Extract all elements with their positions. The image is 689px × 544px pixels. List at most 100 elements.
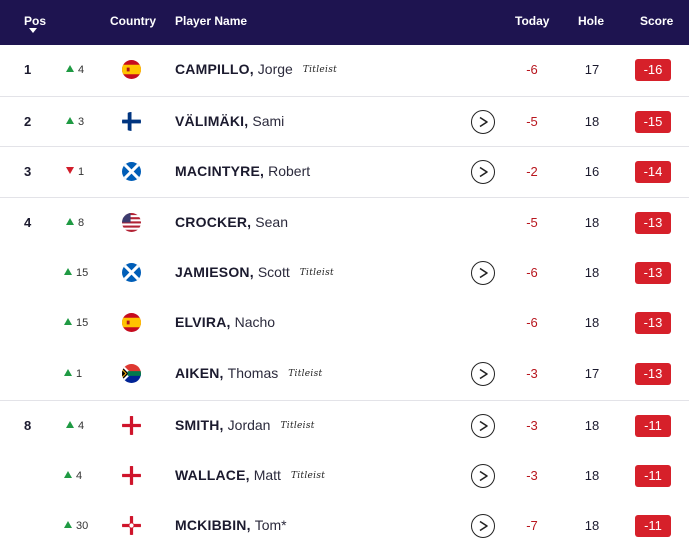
player-name-link[interactable]: ELVIRA, Nacho bbox=[175, 314, 275, 330]
player-first-name: Jorge bbox=[257, 61, 293, 77]
today-score: -5 bbox=[526, 215, 538, 231]
player-name-link[interactable]: CAMPILLO, Jorge Titleist bbox=[175, 61, 337, 77]
player-name-link[interactable]: VÄLIMÄKI, Sami bbox=[175, 113, 284, 129]
total-score-badge: -11 bbox=[635, 464, 671, 487]
table-row[interactable]: 1 AIKEN, Thomas Titleist -3 17 -13 bbox=[0, 349, 689, 400]
position-movement: 1 bbox=[64, 368, 82, 380]
play-video-button[interactable] bbox=[471, 160, 495, 185]
play-icon bbox=[479, 167, 488, 178]
position-movement: 15 bbox=[64, 317, 88, 329]
today-score: -3 bbox=[526, 417, 538, 433]
spain-flag-icon bbox=[122, 60, 141, 79]
table-row[interactable]: 8 4 SMITH, Jordan Titleist -3 18 -11 bbox=[0, 399, 689, 451]
sort-caret-icon[interactable] bbox=[29, 28, 37, 33]
position-movement: 4 bbox=[66, 420, 84, 432]
hole-number: 18 bbox=[584, 315, 600, 331]
today-score: -6 bbox=[526, 315, 538, 331]
position-movement: 3 bbox=[66, 116, 84, 128]
table-row[interactable]: 30 MCKIBBIN, Tom* -7 18 -11 bbox=[0, 501, 689, 544]
table-row[interactable]: 1 4 CAMPILLO, Jorge Titleist -6 17 -16 bbox=[0, 45, 689, 96]
movement-value: 4 bbox=[78, 64, 85, 76]
position-label: 1 bbox=[24, 62, 32, 77]
player-name-link[interactable]: WALLACE, Matt Titleist bbox=[175, 467, 325, 483]
player-first-name: Thomas bbox=[227, 365, 279, 382]
player-last-name: ELVIRA, bbox=[175, 314, 231, 331]
position-movement: 30 bbox=[64, 520, 88, 532]
arrow-up-icon bbox=[66, 65, 74, 72]
table-row[interactable]: 2 3 VÄLIMÄKI, Sami -5 18 -15 bbox=[0, 95, 689, 147]
hole-number: 18 bbox=[584, 417, 600, 433]
player-first-name: Matt bbox=[253, 466, 281, 483]
total-score-badge: -11 bbox=[635, 414, 671, 437]
scotland-flag-icon bbox=[122, 162, 141, 182]
movement-value: 3 bbox=[78, 115, 85, 128]
pos-column-header[interactable]: Pos bbox=[24, 14, 47, 33]
scotland-flag-icon bbox=[122, 262, 141, 282]
hole-number: 16 bbox=[584, 164, 600, 180]
player-column-header: Player Name bbox=[175, 14, 248, 28]
player-last-name: SMITH, bbox=[175, 416, 224, 433]
position-movement: 15 bbox=[64, 267, 88, 279]
finland-flag-icon bbox=[122, 111, 141, 131]
play-video-button[interactable] bbox=[471, 109, 495, 134]
play-video-button[interactable] bbox=[471, 260, 495, 285]
position-movement: 1 bbox=[66, 166, 84, 178]
movement-value: 8 bbox=[78, 217, 85, 230]
table-row[interactable]: 4 8 CROCKER, Sean -5 18 -13 bbox=[0, 197, 689, 248]
south-africa-flag-icon bbox=[122, 364, 141, 384]
table-row[interactable]: 4 WALLACE, Matt Titleist -3 18 -11 bbox=[0, 451, 689, 502]
play-video-button[interactable] bbox=[471, 362, 495, 387]
spain-flag-icon bbox=[122, 313, 141, 333]
player-last-name: VÄLIMÄKI, bbox=[175, 112, 249, 129]
hole-number: 18 bbox=[584, 215, 600, 231]
today-score: -5 bbox=[526, 113, 538, 129]
table-row[interactable]: 3 1 MACINTYRE, Robert -2 16 -14 bbox=[0, 146, 689, 197]
player-name-link[interactable]: JAMIESON, Scott Titleist bbox=[175, 264, 334, 280]
player-last-name: MACINTYRE, bbox=[175, 163, 265, 180]
table-row[interactable]: 15 JAMIESON, Scott Titleist -6 18 -13 bbox=[0, 248, 689, 299]
play-icon bbox=[479, 116, 488, 127]
player-name-link[interactable]: AIKEN, Thomas Titleist bbox=[175, 365, 322, 381]
hole-number: 17 bbox=[584, 366, 600, 382]
movement-value: 15 bbox=[76, 266, 89, 279]
play-video-button[interactable] bbox=[471, 463, 495, 488]
hole-number: 18 bbox=[584, 113, 600, 129]
play-icon bbox=[479, 521, 488, 532]
play-icon bbox=[479, 368, 488, 380]
movement-value: 1 bbox=[78, 166, 85, 179]
play-video-button[interactable] bbox=[471, 514, 495, 539]
player-last-name: CAMPILLO, bbox=[175, 61, 254, 77]
england-flag-icon bbox=[122, 415, 141, 435]
player-name-link[interactable]: MACINTYRE, Robert bbox=[175, 163, 310, 179]
play-video-button[interactable] bbox=[471, 413, 495, 438]
position-label: 8 bbox=[24, 417, 32, 433]
arrow-up-icon bbox=[64, 267, 72, 275]
player-name-link[interactable]: MCKIBBIN, Tom* bbox=[175, 517, 287, 533]
player-first-name: Nacho bbox=[234, 314, 276, 331]
player-name-link[interactable]: CROCKER, Sean bbox=[175, 214, 288, 230]
total-score-badge: -16 bbox=[635, 59, 671, 81]
player-first-name: Tom* bbox=[254, 517, 287, 534]
arrow-up-icon bbox=[66, 420, 74, 428]
pos-header-label: Pos bbox=[24, 14, 47, 28]
position-movement: 4 bbox=[66, 64, 84, 76]
today-score: -6 bbox=[526, 264, 538, 280]
movement-value: 4 bbox=[78, 419, 85, 432]
position-movement: 4 bbox=[64, 470, 82, 482]
movement-value: 15 bbox=[76, 317, 89, 330]
position-label: 3 bbox=[24, 164, 32, 180]
today-score: -7 bbox=[526, 518, 538, 534]
today-column-header: Today bbox=[515, 14, 550, 28]
total-score-badge: -13 bbox=[635, 261, 671, 284]
arrow-up-icon bbox=[64, 521, 72, 529]
play-icon bbox=[479, 267, 488, 278]
movement-value: 30 bbox=[76, 520, 89, 533]
hole-number: 17 bbox=[584, 62, 600, 77]
arrow-up-icon bbox=[64, 470, 72, 478]
total-score-badge: -15 bbox=[635, 110, 671, 133]
play-icon bbox=[479, 420, 488, 431]
table-row[interactable]: 15 ELVIRA, Nacho -6 18 -13 bbox=[0, 298, 689, 349]
player-last-name: MCKIBBIN, bbox=[175, 517, 251, 534]
position-label: 4 bbox=[24, 215, 32, 231]
player-name-link[interactable]: SMITH, Jordan Titleist bbox=[175, 417, 315, 433]
